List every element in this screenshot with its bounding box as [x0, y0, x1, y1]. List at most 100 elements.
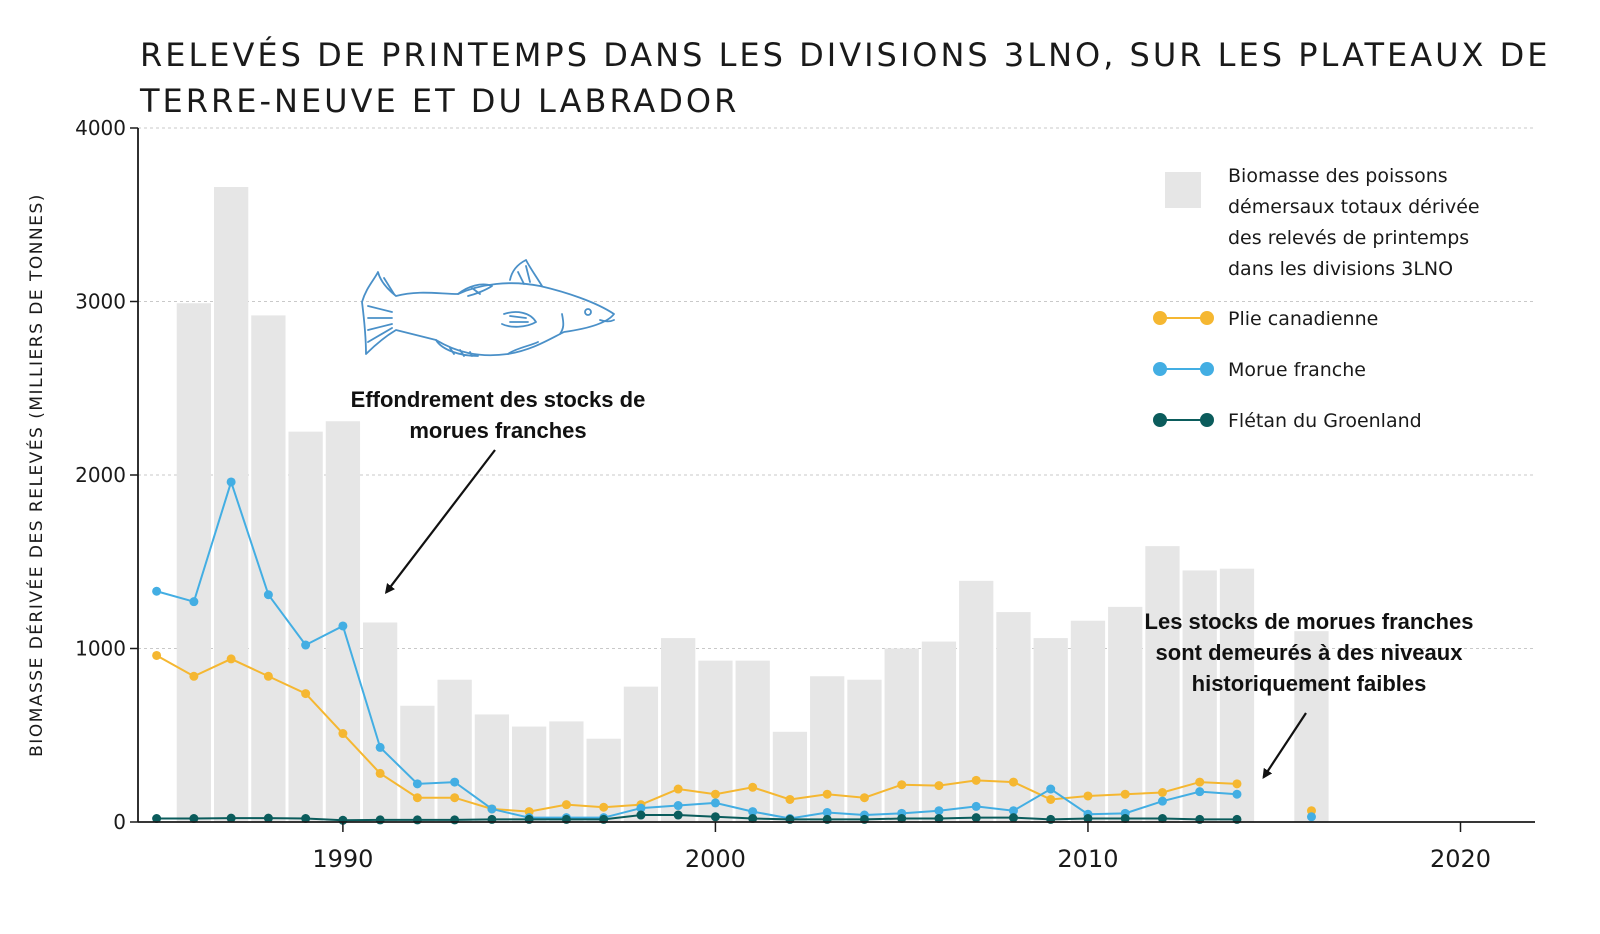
data-point — [375, 768, 385, 778]
data-point — [1008, 806, 1018, 816]
series-line — [156, 654, 1238, 813]
bar — [512, 726, 547, 822]
data-point — [450, 815, 460, 825]
data-point — [673, 801, 683, 811]
data-point — [599, 802, 609, 812]
legend-bar-label: Biomasse des poissons — [1228, 165, 1448, 187]
y-tick-label: 3000 — [75, 290, 126, 314]
x-tick-label: 2000 — [685, 845, 746, 873]
data-point — [338, 729, 348, 739]
data-point — [1046, 794, 1056, 804]
data-point — [189, 597, 199, 607]
bar — [735, 660, 770, 822]
annotation-collapse: Effondrement des stocks de — [351, 387, 646, 412]
data-point — [1232, 789, 1242, 799]
bar — [400, 705, 435, 822]
data-point — [822, 807, 832, 817]
annotation-collapse: morues franches — [409, 418, 586, 443]
data-point — [1195, 777, 1205, 787]
data-point — [226, 477, 236, 487]
legend-marker — [1153, 362, 1167, 376]
data-point — [226, 654, 236, 664]
data-point — [971, 801, 981, 811]
data-point — [934, 814, 944, 824]
annotation-arrow — [384, 449, 496, 595]
data-point — [710, 789, 720, 799]
data-point — [301, 689, 311, 699]
series-line — [156, 814, 1237, 822]
data-point — [934, 806, 944, 816]
annotation-low-levels: Les stocks de morues franches — [1145, 609, 1474, 634]
bar — [772, 731, 808, 822]
bar — [996, 612, 1031, 822]
x-tick-label: 2010 — [1057, 845, 1118, 873]
data-point — [226, 813, 236, 823]
bar — [251, 315, 286, 822]
data-point — [971, 813, 981, 823]
data-point — [189, 814, 199, 824]
bar — [288, 431, 323, 822]
bars-layer — [176, 186, 1329, 823]
bar — [921, 641, 957, 822]
bar — [1070, 620, 1106, 822]
series-line — [156, 478, 1238, 820]
bar — [474, 714, 510, 822]
legend-series-label: Plie canadienne — [1228, 308, 1378, 330]
bar — [1145, 546, 1180, 822]
data-point — [450, 777, 460, 787]
data-point — [301, 640, 311, 650]
data-point — [636, 803, 646, 813]
data-point — [338, 621, 348, 631]
data-point — [673, 810, 683, 820]
data-point — [673, 784, 683, 794]
bar — [884, 648, 919, 822]
data-point — [1306, 812, 1316, 822]
data-point — [152, 650, 162, 660]
legend-bar-swatch — [1165, 172, 1201, 208]
y-tick-label: 4000 — [75, 116, 126, 140]
data-point — [189, 671, 199, 681]
x-tick-label: 2020 — [1430, 845, 1491, 873]
data-point — [152, 814, 162, 824]
legend-bar-label: démersaux totaux dérivée — [1228, 196, 1480, 218]
legend-marker — [1200, 362, 1214, 376]
data-point — [897, 814, 907, 824]
data-point — [263, 813, 273, 823]
legend-bar-label: des relevés de printemps — [1228, 227, 1469, 249]
data-point — [1157, 796, 1167, 806]
data-point — [301, 814, 311, 824]
annotations: Effondrement des stocks de morues franche… — [351, 387, 1474, 779]
legend-series-label: Flétan du Groenland — [1228, 410, 1422, 432]
bar — [213, 186, 249, 823]
y-tick-label: 2000 — [75, 463, 126, 487]
y-tick-label: 1000 — [75, 637, 126, 661]
data-point — [1232, 779, 1242, 789]
data-point — [412, 815, 422, 825]
data-point — [561, 800, 571, 810]
data-point — [1120, 789, 1130, 799]
data-point — [1195, 787, 1205, 797]
data-point — [748, 814, 758, 824]
x-tick-label: 1990 — [312, 845, 373, 873]
data-point — [1083, 814, 1093, 824]
data-point — [1157, 788, 1167, 798]
bar — [363, 622, 398, 822]
legend: Biomasse des poissons démersaux totaux dé… — [1153, 165, 1480, 432]
annotation-low-levels: historiquement faibles — [1192, 671, 1427, 696]
y-axis-label: BIOMASSE DÉRIVÉE DES RELEVÉS (MILLIERS D… — [25, 193, 47, 757]
bar — [810, 676, 845, 822]
data-point — [1046, 784, 1056, 794]
bar — [1108, 606, 1143, 822]
data-point — [785, 794, 795, 804]
data-point — [822, 789, 832, 799]
data-point — [748, 807, 758, 817]
annotation-arrow — [1262, 712, 1307, 779]
data-point — [1083, 791, 1093, 801]
y-tick-label: 0 — [113, 810, 126, 834]
data-point — [710, 812, 720, 822]
data-point — [1008, 813, 1018, 823]
data-point — [412, 793, 422, 803]
data-point — [1120, 814, 1130, 824]
data-point — [152, 586, 162, 596]
